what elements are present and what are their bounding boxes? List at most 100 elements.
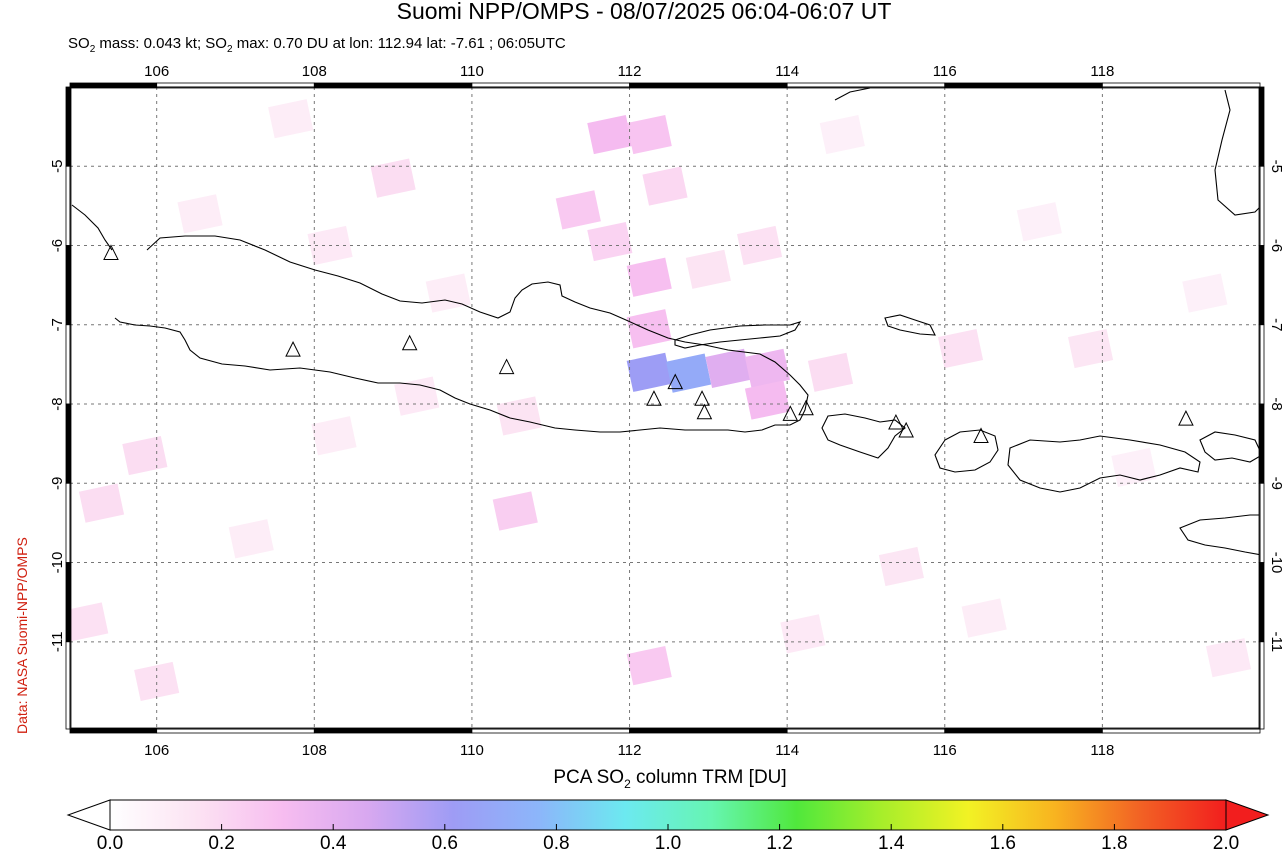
colorbar-tick-label: 0.4 [319,833,347,854]
so2-cell [878,546,924,587]
so2-cell [134,661,180,702]
coastline-java [114,235,809,433]
frame-segment [1258,641,1265,730]
so2-cell [370,158,416,198]
volcano-icon [696,403,713,420]
lon-tick-label-top: 108 [302,63,327,80]
so2-cell [228,519,274,559]
lat-tick-label-left: -6 [49,239,66,252]
so2-cell [311,416,357,456]
so2-cell [78,483,125,523]
so2-cell [1111,447,1157,488]
colorbar-title: PCA SO2 column TRM [DU] [553,767,787,791]
so2-cell [177,194,223,234]
lon-tick-label-bottom: 118 [1090,742,1114,759]
lat-tick-label-right: -9 [1268,477,1285,490]
so2-cell [744,380,791,420]
colorbar-tick-label: 1.8 [1101,833,1128,854]
map-frame [65,82,1265,734]
coastlines [71,87,1260,556]
colorbar-tick-label: 2.0 [1212,833,1240,854]
lon-tick-label-bottom: 116 [933,742,957,759]
so2-cell [587,221,633,262]
volcano-icon [782,405,799,421]
so2-cell [626,309,672,349]
lat-tick-label-left: -8 [49,397,66,410]
so2-cell [1182,273,1228,313]
colorbar-tick-label: 1.4 [877,833,905,854]
coastline-kangean [884,314,936,336]
coastline-madura [674,321,802,349]
volcano-icon [798,399,814,416]
so2-cell [685,249,731,289]
colorbar-under-arrow [66,799,111,831]
volcano-icon [103,244,119,260]
so2-cell [1205,638,1252,678]
volcano-icon [898,421,914,438]
lon-tick-label-top: 118 [1090,63,1114,80]
lat-tick-label-left: -5 [49,160,66,173]
colorbar-tick-label: 1.2 [766,833,793,854]
frame-segment [65,641,72,730]
lat-tick-label-right: -7 [1268,318,1285,331]
so2-cell [394,376,440,416]
lat-tick-label-right: -11 [1268,632,1285,653]
volcano-markers [103,244,1194,444]
so2-cell [626,257,672,297]
so2-cell [1067,328,1114,369]
coastline-sumatra [71,204,113,251]
coastline-bali [821,413,906,459]
volcano-icon [401,334,418,351]
so2-cell [819,114,865,155]
volcano-icon [667,373,684,390]
frame-border [69,86,1261,730]
so2-cell [268,99,314,139]
so2-cell [937,328,984,369]
lon-tick-label-bottom: 112 [618,742,642,759]
colorbar-tick-label: 0.8 [543,833,570,854]
so2-cell [555,190,601,230]
volcano-icon [285,341,301,357]
lon-tick-label-top: 112 [618,63,642,80]
colorbar [66,799,1270,831]
so2-cell [626,114,672,155]
coastline-lombok [934,429,999,473]
so2-cell [587,114,633,155]
so2-cell [642,166,688,206]
map-title: Suomi NPP/OMPS - 08/07/2025 06:04-06:07 … [396,0,892,24]
so2-cell [70,602,109,642]
so2-cell [961,598,1007,638]
lon-tick-label-top: 110 [460,63,484,80]
so2-cell [496,396,542,436]
volcano-icon [498,358,515,375]
lat-tick-label-right: -10 [1268,552,1285,574]
frame-segment [1101,727,1261,734]
so2-cell [1016,202,1062,242]
colorbar-tick-label: 1.6 [989,833,1017,854]
graticule [70,87,1260,729]
lon-tick-label-bottom: 114 [775,742,799,759]
lon-tick-label-top: 116 [933,63,957,80]
lat-tick-label-right: -8 [1268,397,1285,410]
colorbar-tick-label: 0.0 [96,833,124,854]
so2-cell [626,352,672,392]
coastline-sumbawa [1007,435,1201,493]
lat-tick-label-left: -10 [49,552,66,574]
lon-tick-label-bottom: 110 [460,742,484,759]
so2-cell [807,352,854,392]
so2-cell [737,225,783,266]
volcano-icon [1178,409,1194,426]
so2-cell [780,614,826,654]
so2-cell [666,353,712,393]
coastline-flores [1199,431,1260,463]
lat-tick-label-right: -5 [1268,160,1285,173]
so2-cell [705,348,751,388]
lat-tick-label-left: -7 [49,318,66,331]
coastline-borneo [834,87,1260,216]
colorbar-tick-label: 0.6 [431,833,459,854]
lat-tick-label-right: -6 [1268,239,1285,252]
colorbar-over-arrow [1225,799,1270,831]
lon-tick-label-top: 106 [144,63,169,80]
so2-cell [744,348,791,388]
